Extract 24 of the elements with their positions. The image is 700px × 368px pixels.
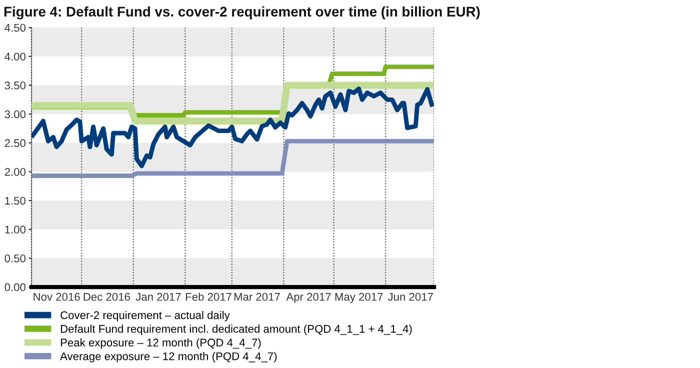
y-tick-label: 2.50 <box>4 139 26 148</box>
x-tick-label: May 2017 <box>335 292 383 303</box>
y-tick-label: 1.00 <box>5 226 26 234</box>
legend-label: Cover-2 requirement – actual daily <box>60 310 230 322</box>
y-tick-label: 4.50 <box>4 24 26 32</box>
y-tick-label: 2.00 <box>4 168 26 176</box>
x-tick-label: Jun 2017 <box>388 292 433 301</box>
y-tick-label: 0.50 <box>4 254 26 262</box>
y-tick-label: 0.00 <box>4 283 26 292</box>
y-tick-label: 1.50 <box>5 196 26 205</box>
x-tick-label: Feb 2017 <box>186 292 232 301</box>
y-tick-label: 3.50 <box>4 82 26 90</box>
y-tick-label: 4.00 <box>4 52 26 61</box>
line-series <box>32 86 434 168</box>
x-tick-label: Mar 2017 <box>234 292 280 301</box>
x-tick-label: Nov 2016 <box>34 292 80 301</box>
chart-title: Figure 4: Default Fund vs. cover-2 requirement over time (in billion EUR) <box>4 6 480 20</box>
x-tick-label: Dec 2016 <box>84 292 130 301</box>
x-tick-label: Apr 2017 <box>286 292 331 303</box>
x-tick-label: Jan 2017 <box>136 292 181 301</box>
legend-label: Default Fund requirement incl. dedicated amount (PQD 4_1_1 + 4_1_4) <box>60 324 412 336</box>
y-tick-label: 3.00 <box>4 110 26 118</box>
legend-label: Peak exposure – 12 month (PQD 4_4_7) <box>60 338 261 349</box>
legend-label: Average exposure – 12 month (PQD 4_4_7) <box>60 352 277 362</box>
